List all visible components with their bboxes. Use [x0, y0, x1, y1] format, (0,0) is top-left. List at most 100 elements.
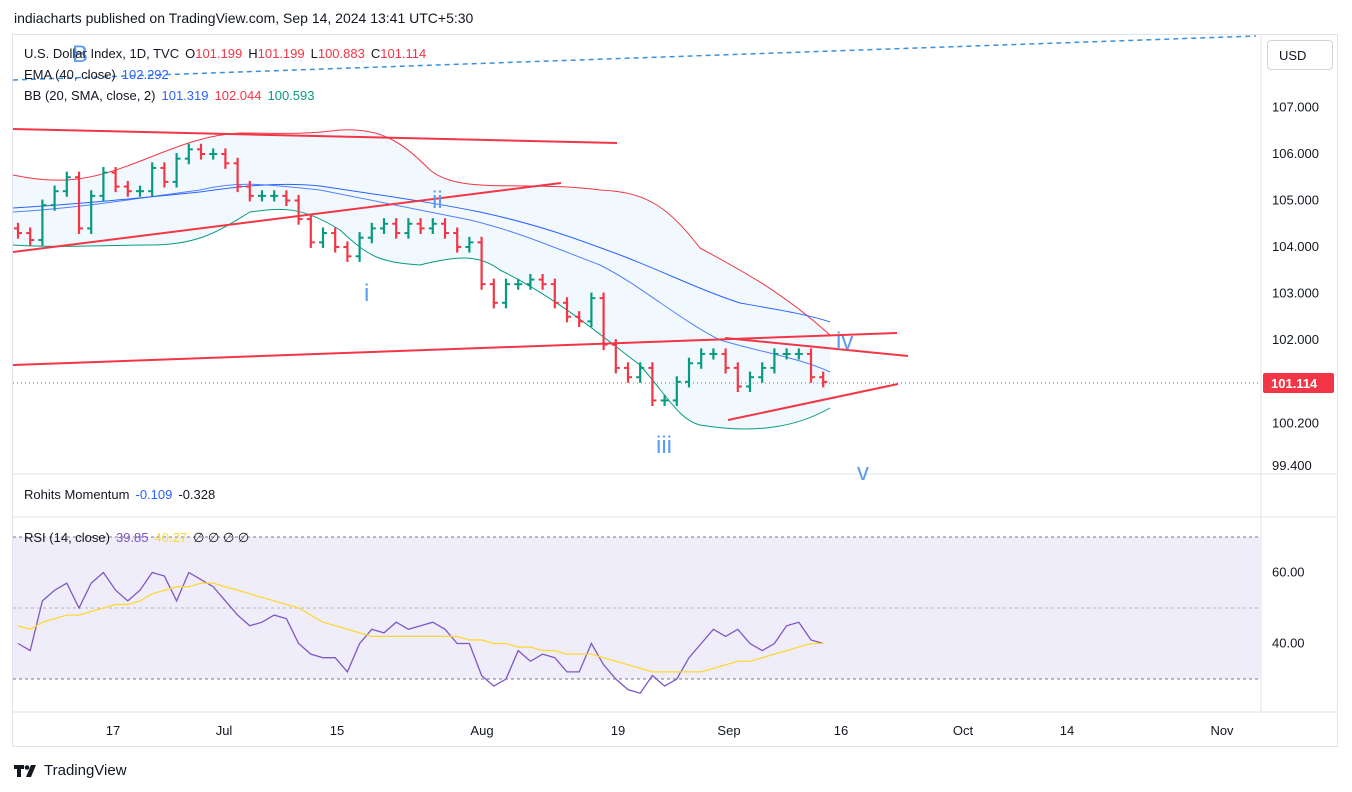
x-tick-label: 17 — [106, 723, 120, 738]
rsi-y-tick-label: 60.00 — [1272, 565, 1305, 580]
ohlc-bar — [514, 278, 523, 290]
x-tick-label: 15 — [330, 723, 344, 738]
ohlc-bar — [319, 227, 327, 248]
ohlc-bar — [392, 218, 401, 239]
ohlc-bar — [550, 278, 559, 309]
wave-label-ii: ii — [432, 187, 443, 214]
ohlc-bar — [672, 376, 681, 407]
ohlc-bar — [733, 362, 742, 393]
symbol-name: U.S. Dollar Index, 1D, TVC — [24, 46, 180, 61]
chart-frame[interactable] — [12, 34, 1338, 747]
momentum-legend[interactable]: Rohits Momentum -0.109 -0.328 — [24, 487, 216, 502]
ohlc-bar — [599, 292, 608, 351]
ohlc-bar — [575, 311, 584, 327]
symbol-legend[interactable]: U.S. Dollar Index, 1D, TVC O101.199 H101.1… — [24, 46, 427, 61]
candlestick-series — [14, 143, 828, 407]
tradingview-footer[interactable]: TradingView — [14, 762, 127, 779]
y-tick-label: 106.000 — [1272, 146, 1319, 161]
ohlc-bar — [746, 371, 754, 393]
ohlc-bar — [819, 371, 828, 388]
rsi-legend[interactable]: RSI (14, close) 39.85 40.27 ∅ ∅ ∅ ∅ — [24, 530, 250, 545]
trendline-wedge-top — [724, 337, 909, 357]
ohlc-low: 100.883 — [317, 46, 365, 61]
x-tick-label: Sep — [717, 723, 740, 738]
ohlc-bar — [38, 199, 47, 246]
bb-basis-value: 101.319 — [161, 88, 209, 103]
ohlc-bar — [343, 241, 352, 262]
ohlc-bar — [50, 185, 59, 211]
bb-legend[interactable]: BB (20, SMA, close, 2) 101.319 102.044 100.… — [24, 88, 315, 103]
rsi-y-tick-label: 40.00 — [1272, 636, 1305, 651]
ohlc-bar — [233, 157, 242, 193]
y-tick-label: 104.000 — [1272, 239, 1319, 254]
ema-legend[interactable]: EMA (40, close) 102.292 — [24, 67, 169, 82]
x-axis: 17 Jul 15 Aug 19 Sep 16 Oct 14 Nov — [106, 723, 1234, 738]
ohlc-bar — [770, 348, 779, 374]
x-tick-label: Jul — [216, 723, 233, 738]
ohlc-bar — [197, 143, 205, 160]
x-tick-label: 16 — [834, 723, 848, 738]
y-axis-main: 107.000 106.000 105.000 104.000 103.000 102.0… — [1272, 100, 1319, 474]
wave-label-B: B — [72, 41, 88, 68]
ohlc-bar — [563, 297, 571, 323]
y-tick-label: 103.000 — [1272, 286, 1319, 301]
ohlc-bar — [624, 362, 632, 383]
ohlc-bar — [270, 190, 279, 202]
ohlc-bar — [428, 218, 437, 234]
ohlc-bar — [758, 362, 767, 383]
footer-brand: TradingView — [44, 762, 127, 779]
ohlc-bar — [62, 171, 71, 197]
rsi-pane — [17, 571, 824, 694]
published-header: indiacharts published on TradingView.com… — [14, 10, 474, 26]
x-tick-label: Nov — [1210, 723, 1234, 738]
y-tick-label: 107.000 — [1272, 100, 1319, 115]
trendline-long-support — [12, 332, 898, 366]
ohlc-bar — [367, 222, 376, 244]
y-tick-label: 100.200 — [1272, 416, 1319, 431]
y-tick-label: 99.400 — [1272, 458, 1312, 473]
momentum-value-1: -0.109 — [135, 487, 173, 502]
last-price-tag: 101.114 — [1263, 373, 1334, 393]
bollinger-basis-line — [12, 183, 831, 373]
ohlc-bar — [526, 273, 535, 290]
wave-label-i: i — [364, 280, 369, 307]
trendline-wedge-bottom — [727, 383, 899, 421]
x-tick-label: Aug — [470, 723, 493, 738]
rsi-line — [17, 571, 824, 694]
ohlc-bar — [611, 339, 620, 374]
ohlc-bar — [807, 348, 815, 383]
bb-upper-value: 102.044 — [214, 88, 262, 103]
trendline-blue-dashed — [12, 35, 1257, 81]
ohlc-bar — [148, 162, 157, 197]
ohlc-bar — [160, 162, 169, 188]
y-tick-label: 105.000 — [1272, 193, 1319, 208]
ohlc-bar — [99, 167, 108, 202]
ohlc-bar — [136, 185, 144, 197]
ohlc-bar — [172, 153, 181, 188]
currency-button[interactable]: USD — [1267, 40, 1333, 70]
ohlc-bar — [294, 194, 303, 225]
ohlc-bar — [502, 278, 510, 309]
rsi-ma-line — [17, 582, 824, 673]
ohlc-bar — [636, 362, 645, 383]
wave-label-v: v — [857, 459, 869, 486]
rsi-ma-value: 40.27 — [154, 530, 188, 545]
ohlc-bar — [209, 148, 218, 160]
wave-label-iii: iii — [656, 432, 672, 459]
ohlc-bar — [794, 348, 803, 360]
ohlc-bar — [465, 236, 474, 253]
ohlc-bar — [87, 190, 96, 234]
x-tick-label: 14 — [1060, 723, 1074, 738]
ohlc-bar — [709, 348, 718, 360]
ohlc-bar — [245, 180, 254, 202]
ohlc-bar — [660, 394, 669, 407]
ohlc-open: 101.199 — [195, 46, 243, 61]
ohlc-bar — [221, 148, 230, 169]
ohlc-bar — [782, 348, 791, 360]
trendline-channel — [12, 182, 562, 253]
ohlc-bar — [75, 171, 83, 234]
ohlc-bar — [416, 218, 425, 234]
ohlc-bar — [14, 222, 22, 239]
momentum-value-2: -0.328 — [178, 487, 216, 502]
